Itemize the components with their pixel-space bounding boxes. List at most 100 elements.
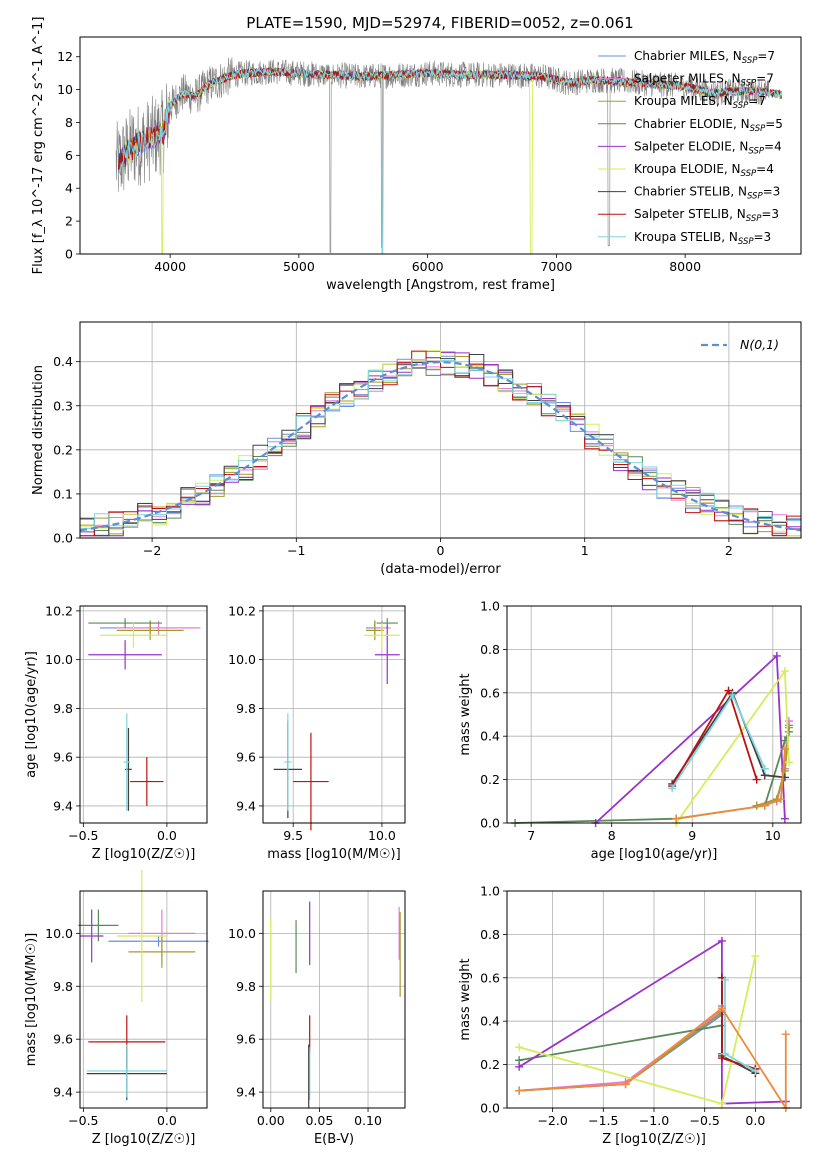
weight-point: [760, 764, 769, 773]
y-tick-label: 10.0: [228, 652, 256, 667]
histogram-step: [80, 350, 801, 537]
weight-line: [518, 955, 757, 1105]
x-axis-label: (data-model)/error: [380, 562, 501, 577]
grid: [80, 606, 207, 823]
y-tick-label: 0.2: [480, 1057, 500, 1072]
x-axis-label: Z [log10(Z/Z☉)]: [602, 1132, 706, 1147]
weight-point: [672, 814, 681, 823]
y-tick-label: 4: [65, 181, 73, 196]
x-tick-label: 7: [527, 828, 535, 843]
axes-frame: [262, 605, 406, 824]
panel-weight-vs-age: 7 8 9 10 0.0 0.2 0.4 0.6 0.8 1.0 age [log10(age/yr…: [458, 599, 802, 862]
axes-frame: [79, 36, 802, 255]
x-tick-label: 1: [581, 543, 589, 558]
weight-point: [724, 686, 733, 695]
axes-frame: [506, 605, 802, 824]
axes-frame: [79, 321, 802, 539]
y-tick-label: 0.6: [480, 685, 500, 700]
weight-line: [518, 939, 786, 1105]
y-tick-label: 10.2: [228, 603, 256, 618]
x-tick-label: 0.0: [157, 828, 177, 843]
weight-point: [752, 775, 761, 784]
x-tick-label: 10: [765, 828, 781, 843]
panel-residuals: −2 −1 0 1 2 0.0 0.1 0.2 0.3 0.4 (data-model)/error…: [31, 321, 802, 577]
x-tick-label: −1: [287, 543, 305, 558]
legend-entry: N(0,1): [740, 337, 779, 352]
panel-mass-vs-ebv: 0.00 0.05 0.10 9.4 9.6 9.8 10.0 E(B-V): [228, 890, 406, 1147]
weight-point: [784, 727, 793, 736]
axes-frame: [506, 890, 802, 1109]
x-tick-label: 4000: [154, 259, 186, 274]
weight-line: [519, 1011, 723, 1092]
y-axis-label: mass [log10(M/M☉)]: [24, 933, 39, 1066]
weight-point: [621, 1080, 630, 1089]
panel-age-vs-Z: −0.5 0.0 9.4 9.6 9.8 10.0 10.2 Z [log10(Z/Z☉)] a…: [24, 603, 208, 862]
y-tick-label: 9.4: [236, 1085, 256, 1100]
weight-point: [781, 1030, 790, 1039]
x-tick-label: −1.5: [588, 1113, 618, 1128]
y-axis-label: Flux [f_λ 10^-17 erg cm^-2 s^-1 A^-1]: [31, 17, 46, 275]
x-tick-label: −0.5: [690, 1113, 720, 1128]
ticks: −2 −1 0 1 2 0.0 0.1 0.2 0.3 0.4: [53, 354, 733, 558]
y-tick-label: 9.4: [236, 798, 256, 813]
figure-title: PLATE=1590, MJD=52974, FIBERID=0052, z=0…: [246, 14, 633, 32]
y-tick-label: 9.6: [236, 750, 256, 765]
y-axis-label: mass weight: [458, 958, 473, 1040]
x-axis-label: age [log10(age/yr)]: [591, 847, 718, 862]
y-tick-label: 0.6: [480, 970, 500, 985]
legend: Chabrier MILES, NSSP=7 Salpeter MILES, NS…: [598, 49, 783, 247]
weight-point: [717, 936, 726, 945]
y-tick-label: 2: [65, 214, 73, 229]
weight-point: [720, 975, 729, 984]
x-tick-label: −0.5: [68, 828, 98, 843]
x-tick-label: 0.05: [305, 1113, 333, 1128]
weight-line: [515, 731, 790, 824]
weight-point: [780, 745, 789, 754]
x-tick-label: 0.0: [157, 1113, 177, 1128]
y-tick-label: 0: [65, 247, 73, 262]
y-tick-label: 0.0: [480, 1101, 500, 1116]
weight-point: [668, 784, 677, 793]
x-axis-label: Z [log10(Z/Z☉)]: [92, 1132, 196, 1147]
weight-point: [515, 1062, 524, 1071]
y-tick-label: 8: [65, 115, 73, 130]
weight-point: [717, 1099, 726, 1108]
axes-frame: [79, 890, 208, 1109]
panel-weight-vs-Z: −2.0 −1.5 −1.0 −0.5 0.0 0.0 0.2 0.4 0.6 0.8 1.0 Z […: [458, 884, 802, 1147]
y-tick-label: 9.6: [53, 750, 73, 765]
y-tick-label: 9.8: [236, 979, 256, 994]
legend-entry: Chabrier MILES, NSSP=7: [634, 49, 775, 66]
x-tick-label: 9.5: [283, 828, 303, 843]
y-tick-label: 1.0: [480, 599, 500, 614]
weight-point: [515, 1043, 524, 1052]
y-tick-label: 6: [65, 148, 73, 163]
y-tick-label: 0.2: [53, 442, 73, 457]
weight-point: [784, 758, 793, 767]
x-tick-label: −0.5: [68, 1113, 98, 1128]
y-tick-label: 1.0: [480, 884, 500, 899]
grid: [263, 891, 405, 1108]
grid: [263, 606, 405, 823]
spectrum-model-line: [118, 67, 782, 255]
histogram-step: [80, 363, 801, 537]
y-tick-label: 0.1: [53, 486, 73, 501]
weight-point: [515, 1086, 524, 1095]
y-tick-label: 10: [57, 82, 73, 97]
weight-point: [720, 1049, 729, 1058]
grid: [507, 605, 801, 824]
weight-point: [780, 814, 789, 823]
x-axis-label: wavelength [Angstrom, rest frame]: [326, 278, 555, 293]
weight-point: [717, 1054, 726, 1063]
y-tick-label: 9.8: [236, 701, 256, 716]
legend-entry: Kroupa STELIB, NSSP=3: [634, 230, 771, 247]
y-axis-label: mass weight: [458, 673, 473, 755]
y-tick-label: 0.0: [53, 531, 73, 546]
weight-line: [594, 653, 786, 824]
axes-frame: [262, 890, 406, 1109]
x-axis-label: E(B-V): [314, 1132, 354, 1147]
x-tick-label: 7000: [540, 259, 572, 274]
weight-line: [676, 749, 786, 820]
y-tick-label: 0.8: [480, 642, 500, 657]
y-tick-label: 12: [57, 49, 73, 64]
weight-point: [772, 651, 781, 660]
